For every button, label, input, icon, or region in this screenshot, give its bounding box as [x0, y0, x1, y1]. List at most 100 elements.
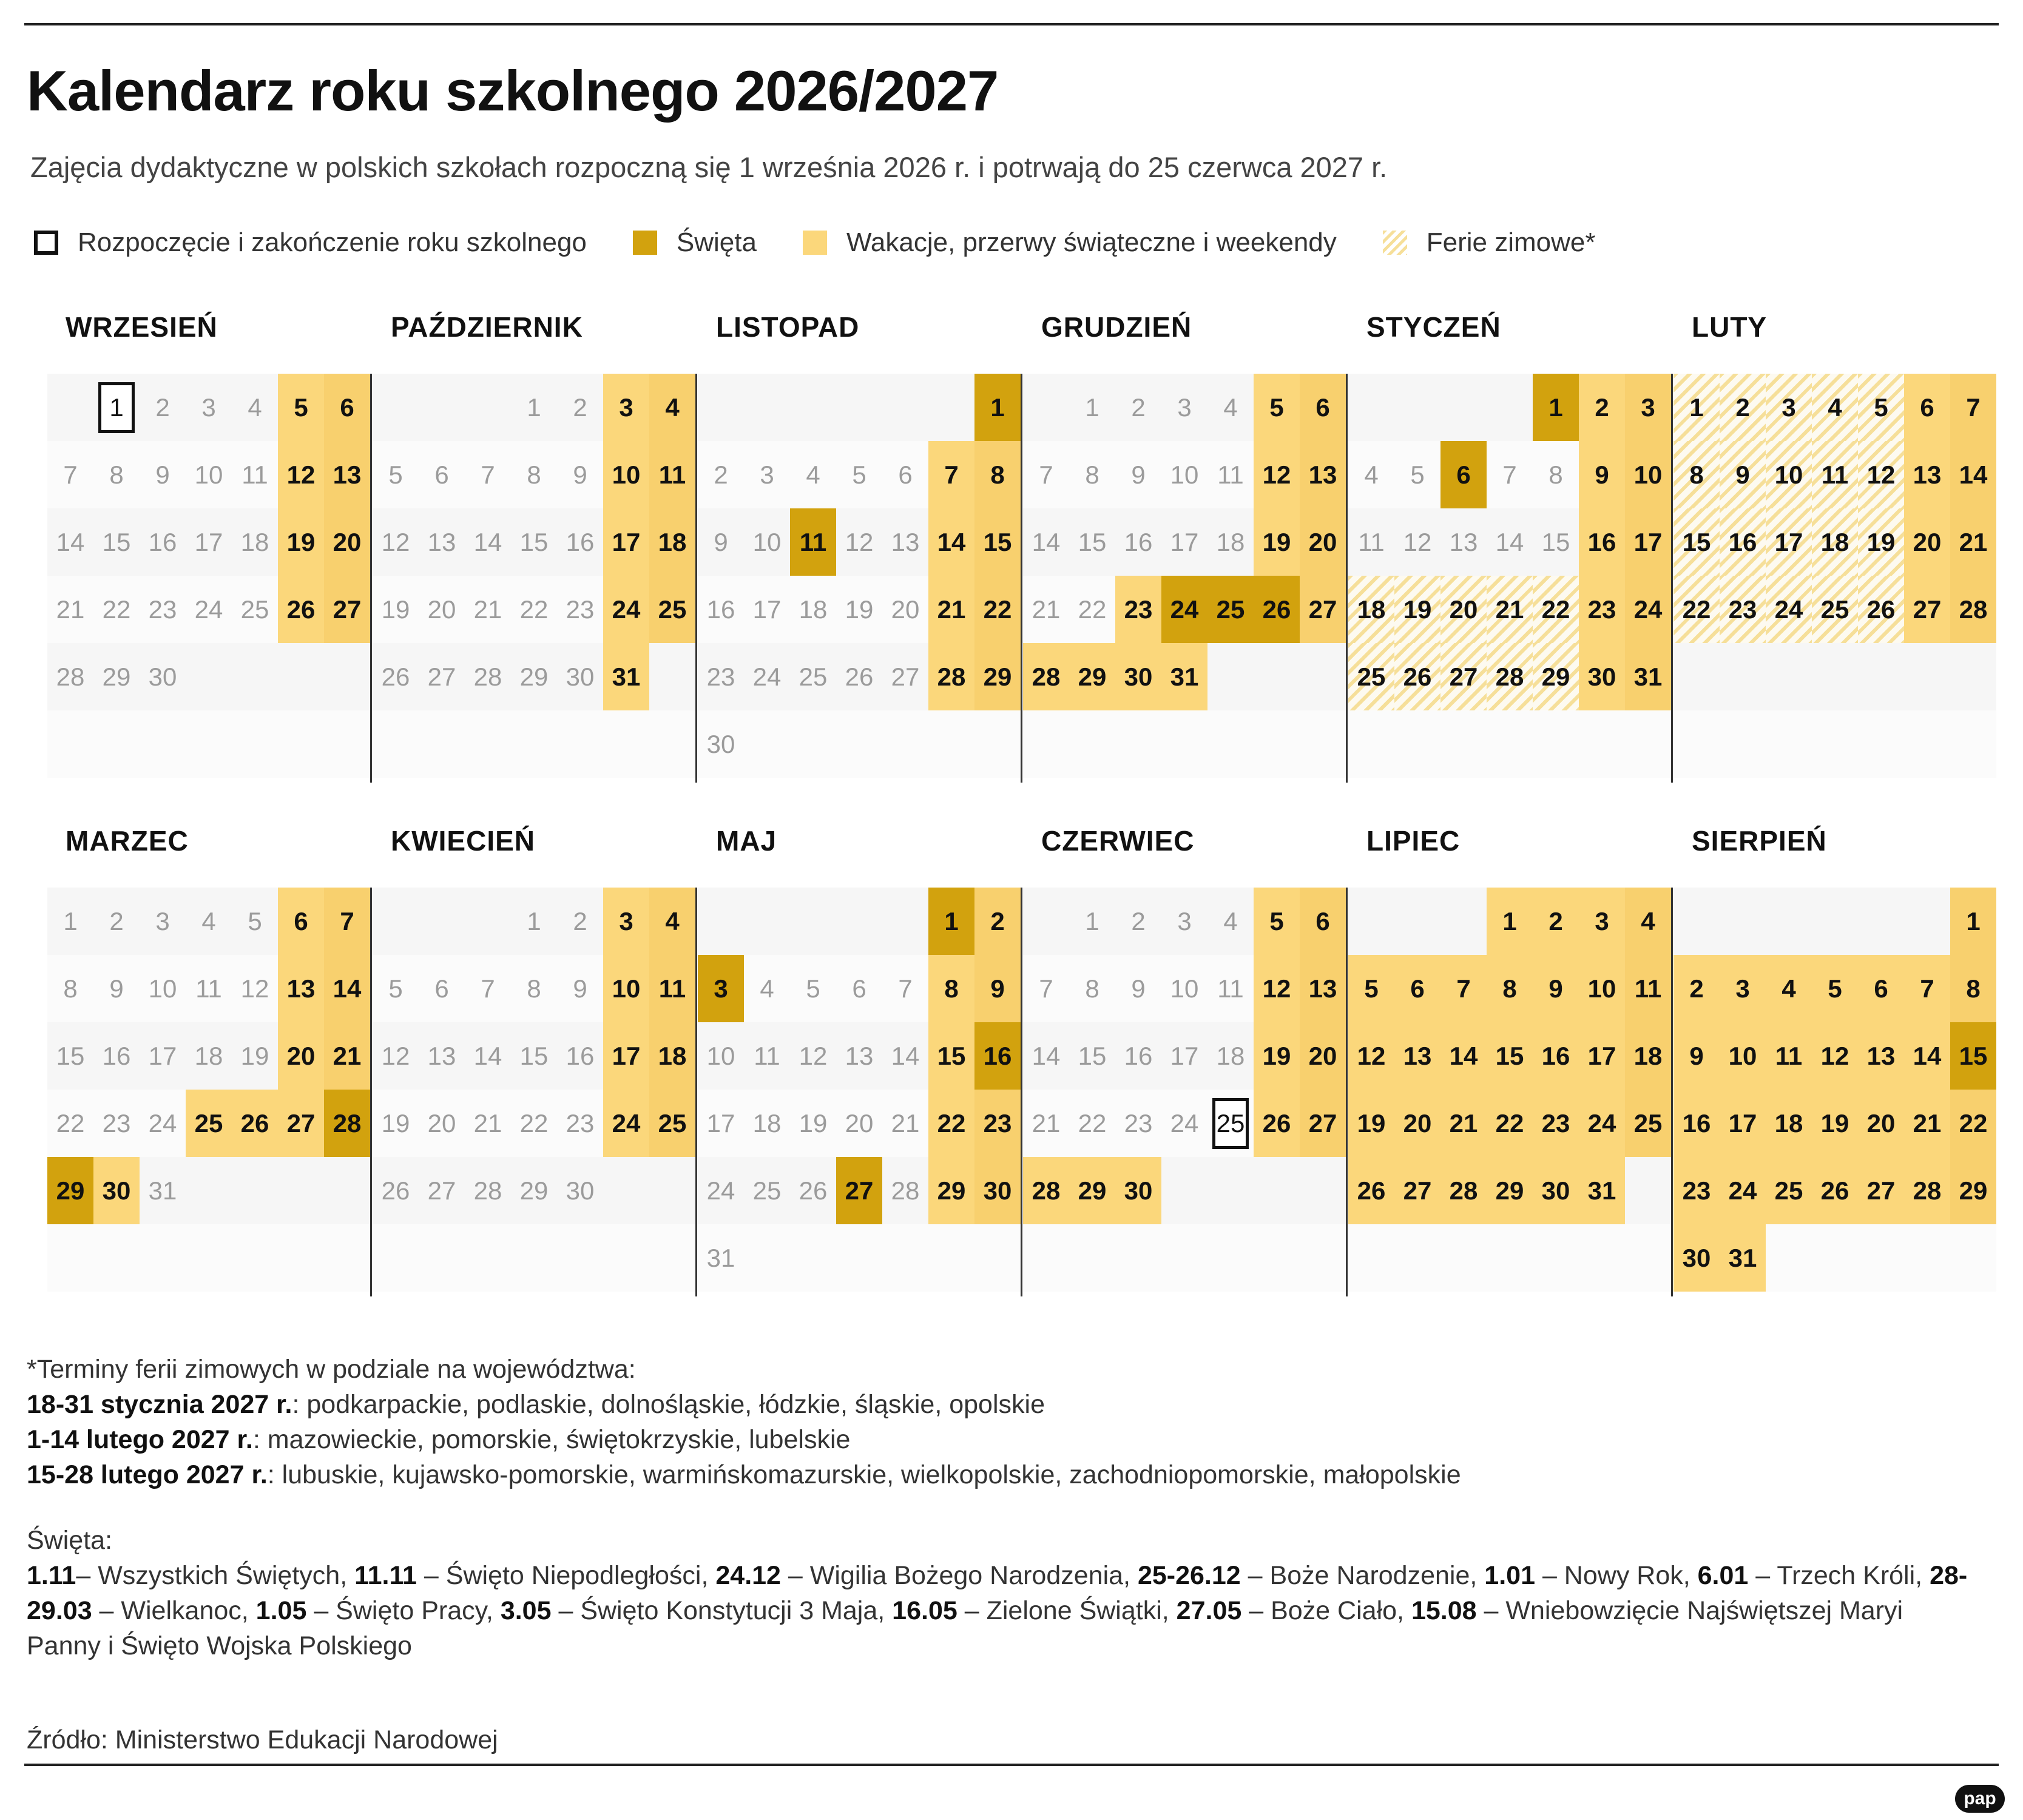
day-cell: 9: [1115, 441, 1161, 508]
day-cell: 15: [1533, 508, 1579, 576]
month-name: WRZESIEŃ: [66, 311, 218, 343]
day-cell: 30: [1533, 1157, 1579, 1224]
day-cell: 31: [1625, 643, 1671, 710]
day-cell: 22: [511, 1090, 557, 1157]
holiday-name: – Wniebowzięcie Najświętszej Maryi Panny…: [27, 1596, 1903, 1660]
empty-cell: [1207, 643, 1254, 710]
empty-cell: [232, 1224, 278, 1292]
empty-cell: [1812, 888, 1858, 955]
day-cell: 12: [1812, 1022, 1858, 1090]
day-cell: 10: [744, 508, 790, 576]
day-cell: 3: [1161, 888, 1207, 955]
empty-cell: [790, 1224, 836, 1292]
day-cell: 11: [232, 441, 278, 508]
day-cell: 25: [649, 1090, 695, 1157]
month-divider: [1671, 888, 1673, 1296]
day-cell: 21: [1440, 1090, 1487, 1157]
day-cell: 25: [232, 576, 278, 643]
day-cell: 27: [836, 1157, 882, 1224]
day-cell: 14: [928, 508, 974, 576]
empty-cell: [1394, 374, 1440, 441]
month-name: GRUDZIEŃ: [1041, 311, 1192, 343]
empty-cell: [324, 1157, 370, 1224]
empty-cell: [324, 710, 370, 778]
day-cell: 9: [557, 441, 603, 508]
day-cell: 7: [465, 955, 511, 1022]
day-cell: 6: [836, 955, 882, 1022]
day-cell: 13: [419, 1022, 465, 1090]
day-cell: 4: [649, 888, 695, 955]
day-cell: 15: [1673, 508, 1720, 576]
day-cell: 13: [1440, 508, 1487, 576]
page-subtitle: Zajęcia dydaktyczne w polskich szkołach …: [30, 151, 1388, 183]
empty-cell: [511, 1224, 557, 1292]
empty-cell: [603, 1157, 649, 1224]
empty-cell: [278, 710, 324, 778]
day-cell: 28: [465, 643, 511, 710]
legend: Rozpoczęcie i zakończenie roku szkolnego…: [34, 226, 1642, 260]
empty-cell: [1533, 1224, 1579, 1292]
day-cell: 13: [836, 1022, 882, 1090]
day-cell: 8: [93, 441, 140, 508]
day-cell: 27: [1300, 1090, 1346, 1157]
day-cell: 28: [1023, 1157, 1069, 1224]
day-cell: 20: [324, 508, 370, 576]
empty-cell: [1069, 1224, 1115, 1292]
day-cell: 6: [1394, 955, 1440, 1022]
empty-cell: [1904, 1224, 1950, 1292]
day-cell: 8: [928, 955, 974, 1022]
day-cell: 7: [882, 955, 928, 1022]
day-cell: 17: [140, 1022, 186, 1090]
day-cell: 9: [1533, 955, 1579, 1022]
day-cell: 11: [1812, 441, 1858, 508]
day-cell: 27: [1858, 1157, 1904, 1224]
empty-cell: [465, 888, 511, 955]
empty-cell: [373, 888, 419, 955]
empty-cell: [419, 374, 465, 441]
day-cell: 28: [324, 1090, 370, 1157]
day-cell: 1: [1069, 374, 1115, 441]
day-cell: 19: [836, 576, 882, 643]
day-cell: 9: [557, 955, 603, 1022]
day-cell: 25: [744, 1157, 790, 1224]
empty-cell: [1440, 888, 1487, 955]
day-cell: 14: [1904, 1022, 1950, 1090]
day-cell: 27: [324, 576, 370, 643]
footnotes: *Terminy ferii zimowych w podziale na wo…: [27, 1352, 1981, 1663]
pap-logo: pap: [1955, 1785, 2005, 1813]
day-cell: 3: [744, 441, 790, 508]
empty-cell: [1812, 643, 1858, 710]
day-cell: 15: [511, 1022, 557, 1090]
legend-swatch-start-end: [34, 231, 58, 255]
day-cell: 4: [1348, 441, 1394, 508]
legend-label: Święta: [676, 228, 757, 257]
month-name: SIERPIEŃ: [1692, 825, 1827, 857]
day-cell: 25: [1207, 1090, 1254, 1157]
day-cell: 1: [1487, 888, 1533, 955]
day-cell: 14: [1440, 1022, 1487, 1090]
day-cell: 14: [1023, 1022, 1069, 1090]
day-cell: 9: [1579, 441, 1625, 508]
empty-cell: [882, 888, 928, 955]
empty-cell: [324, 1224, 370, 1292]
day-cell: 15: [1487, 1022, 1533, 1090]
empty-cell: [1487, 374, 1533, 441]
day-cell: 23: [557, 576, 603, 643]
day-cell: 29: [974, 643, 1021, 710]
day-cell: 27: [1394, 1157, 1440, 1224]
empty-cell: [1161, 1157, 1207, 1224]
day-cell: 26: [278, 576, 324, 643]
day-cell: 11: [1766, 1022, 1812, 1090]
empty-cell: [1812, 710, 1858, 778]
day-cell: 8: [1950, 955, 1996, 1022]
day-cell: 19: [1394, 576, 1440, 643]
day-cell: 18: [1766, 1090, 1812, 1157]
day-cell: 5: [1394, 441, 1440, 508]
day-cell: 11: [1207, 441, 1254, 508]
day-cell: 20: [419, 576, 465, 643]
day-cell: 14: [47, 508, 93, 576]
day-cell: 11: [790, 508, 836, 576]
empty-cell: [928, 1224, 974, 1292]
day-cell: 30: [698, 710, 744, 778]
day-cell: 3: [1625, 374, 1671, 441]
